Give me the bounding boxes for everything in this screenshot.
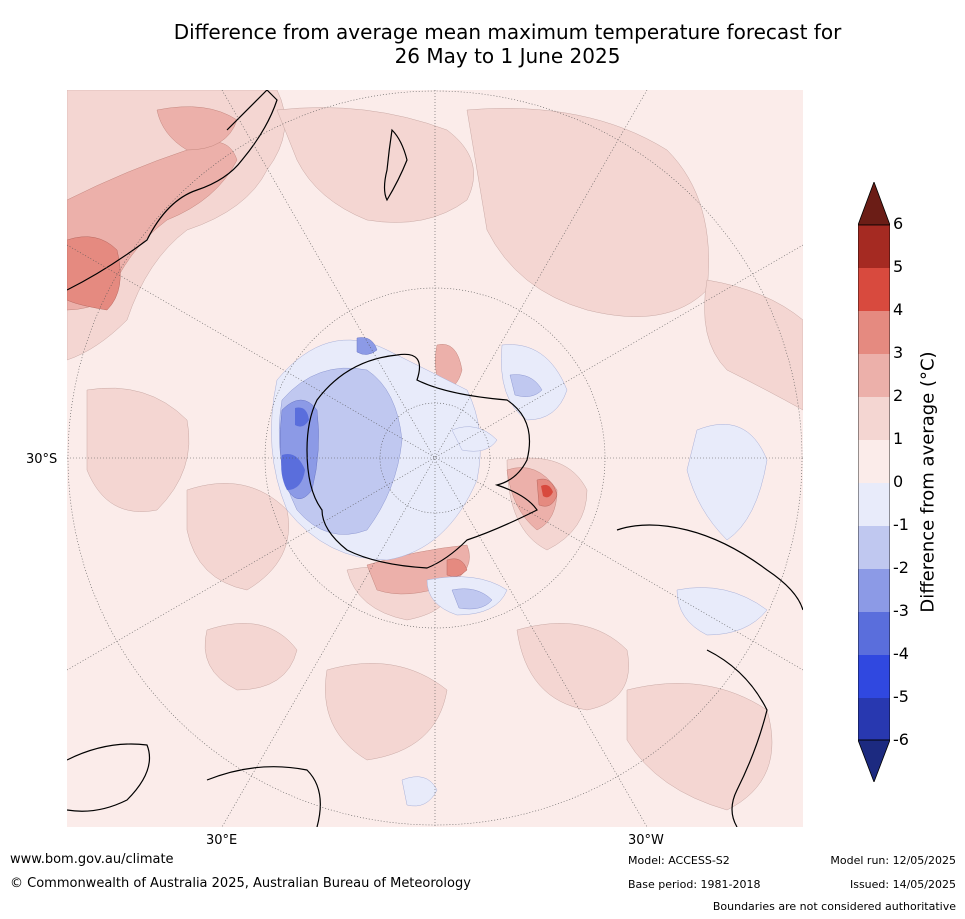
colorbar-tick: 3 bbox=[893, 343, 904, 362]
colorbar-tick: 5 bbox=[893, 257, 904, 276]
colorbar-lower-extend bbox=[857, 739, 891, 784]
colorbar bbox=[857, 180, 891, 784]
colorbar-tick: -2 bbox=[893, 558, 909, 577]
colorbar-tick: -6 bbox=[893, 730, 909, 749]
colorbar-band-3-4 bbox=[858, 311, 890, 354]
colorbar-band-m4-m3 bbox=[858, 612, 890, 655]
map-title-line2: 26 May to 1 June 2025 bbox=[394, 44, 621, 68]
lon-label-30e: 30°E bbox=[206, 833, 238, 848]
base-period: Base period: 1981-2018 bbox=[628, 878, 761, 891]
copyright-notice: © Commonwealth of Australia 2025, Austra… bbox=[10, 876, 471, 891]
model-name: Model: ACCESS-S2 bbox=[628, 854, 730, 867]
model-run-date: Model run: 12/05/2025 bbox=[830, 854, 956, 867]
colorbar-upper-extend bbox=[857, 180, 891, 226]
colorbar-band-m6-m5 bbox=[858, 698, 890, 740]
anomaly-1-2-regions bbox=[67, 90, 803, 811]
map-title-line1: Difference from average mean maximum tem… bbox=[173, 20, 842, 44]
colorbar-band-2-3 bbox=[858, 354, 890, 397]
colorbar-band-m2-m1 bbox=[858, 526, 890, 569]
colorbar-tick: 4 bbox=[893, 300, 904, 319]
website-link[interactable]: www.bom.gov.au/climate bbox=[10, 852, 174, 867]
colorbar-band-1-2 bbox=[858, 397, 890, 440]
colorbar-tick: -4 bbox=[893, 644, 909, 663]
colorbar-band-m1-0 bbox=[858, 483, 890, 526]
colorbar-tick: 6 bbox=[893, 214, 904, 233]
colorbar-band-5-6 bbox=[858, 225, 890, 268]
anomaly-4-5-regions bbox=[541, 484, 553, 498]
colorbar-band-0-1 bbox=[858, 440, 890, 483]
boundaries-note: Boundaries are not considered authoritat… bbox=[712, 900, 956, 913]
colorbar-band-4-5 bbox=[858, 268, 890, 311]
coastlines bbox=[67, 90, 803, 827]
map-panel bbox=[67, 90, 803, 827]
colorbar-tick: -3 bbox=[893, 601, 909, 620]
anomaly-minus4-minus3-regions bbox=[281, 407, 309, 490]
colorbar-svg bbox=[857, 180, 891, 784]
lat-label-30s: 30°S bbox=[26, 452, 58, 467]
graticule bbox=[67, 90, 803, 827]
colorbar-tick: -5 bbox=[893, 687, 909, 706]
colorbar-label-text: Difference from average (°C) bbox=[917, 351, 939, 613]
map-canvas bbox=[67, 90, 803, 827]
colorbar-band-m5-m4 bbox=[858, 655, 890, 698]
colorbar-tick: 1 bbox=[893, 429, 904, 448]
colorbar-tick: 2 bbox=[893, 386, 904, 405]
issued-date: Issued: 14/05/2025 bbox=[849, 878, 956, 891]
colorbar-band-m3-m2 bbox=[858, 569, 890, 612]
colorbar-tick: -1 bbox=[893, 515, 909, 534]
lon-label-30w: 30°W bbox=[628, 833, 664, 848]
map-title: Difference from average mean maximum tem… bbox=[0, 20, 965, 68]
colorbar-tick: 0 bbox=[893, 472, 904, 491]
